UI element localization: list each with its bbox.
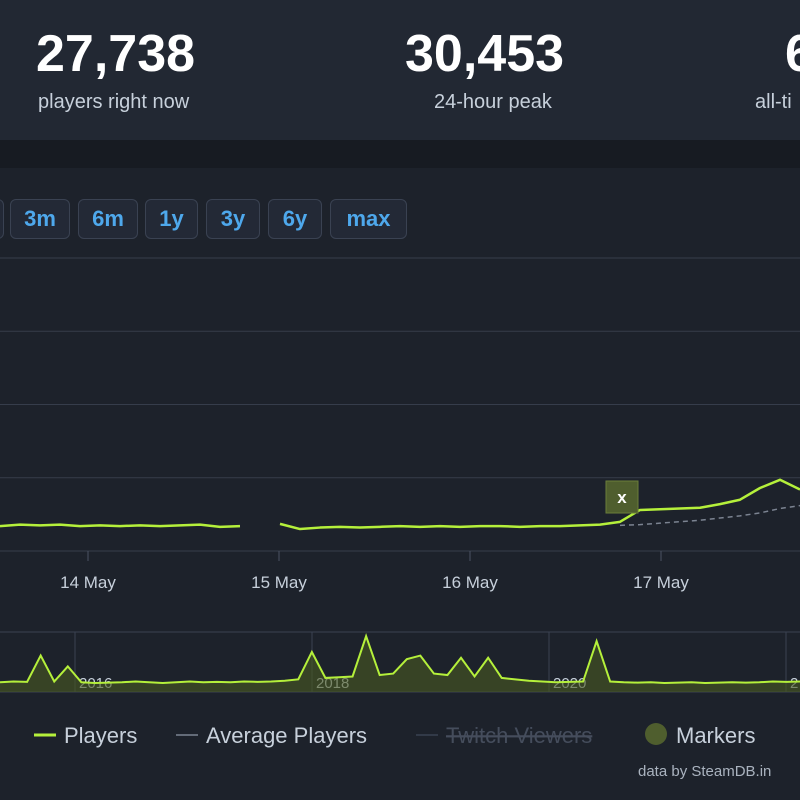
range-button[interactable]: 3m [10, 199, 70, 239]
x-tick-label: 14 May [60, 573, 116, 592]
stats-bar [0, 0, 800, 140]
x-tick-label: 16 May [442, 573, 498, 592]
divider [0, 140, 800, 168]
players-line [0, 478, 800, 531]
marker-label: x [617, 488, 627, 507]
stat-label: players right now [38, 91, 190, 113]
stat-label: all-ti [755, 91, 792, 113]
range-button[interactable]: 1y [145, 199, 198, 239]
range-button[interactable]: 6y [268, 199, 322, 239]
navigator-area [0, 636, 800, 692]
credit: data by SteamDB.in [638, 763, 771, 780]
range-button[interactable]: 3y [206, 199, 260, 239]
average-line [619, 504, 800, 527]
range-button[interactable]: 6m [78, 199, 138, 239]
legend-swatch [645, 723, 667, 745]
stat-value: 30,453 [405, 25, 565, 83]
stat-value: 27,738 [36, 25, 196, 83]
legend-label: Players [64, 723, 137, 748]
legend-label: Markers [676, 723, 755, 748]
stat-label: 24-hour peak [434, 91, 552, 113]
range-button[interactable]: max [330, 199, 407, 239]
legend-label: Twitch Viewers [446, 723, 592, 748]
x-tick-label: 15 May [251, 573, 307, 592]
marker [605, 480, 639, 514]
x-tick-label: 17 May [633, 573, 689, 592]
navigator-line [0, 633, 800, 684]
stat-value: 6 [785, 25, 800, 83]
legend-label: Average Players [206, 723, 367, 748]
